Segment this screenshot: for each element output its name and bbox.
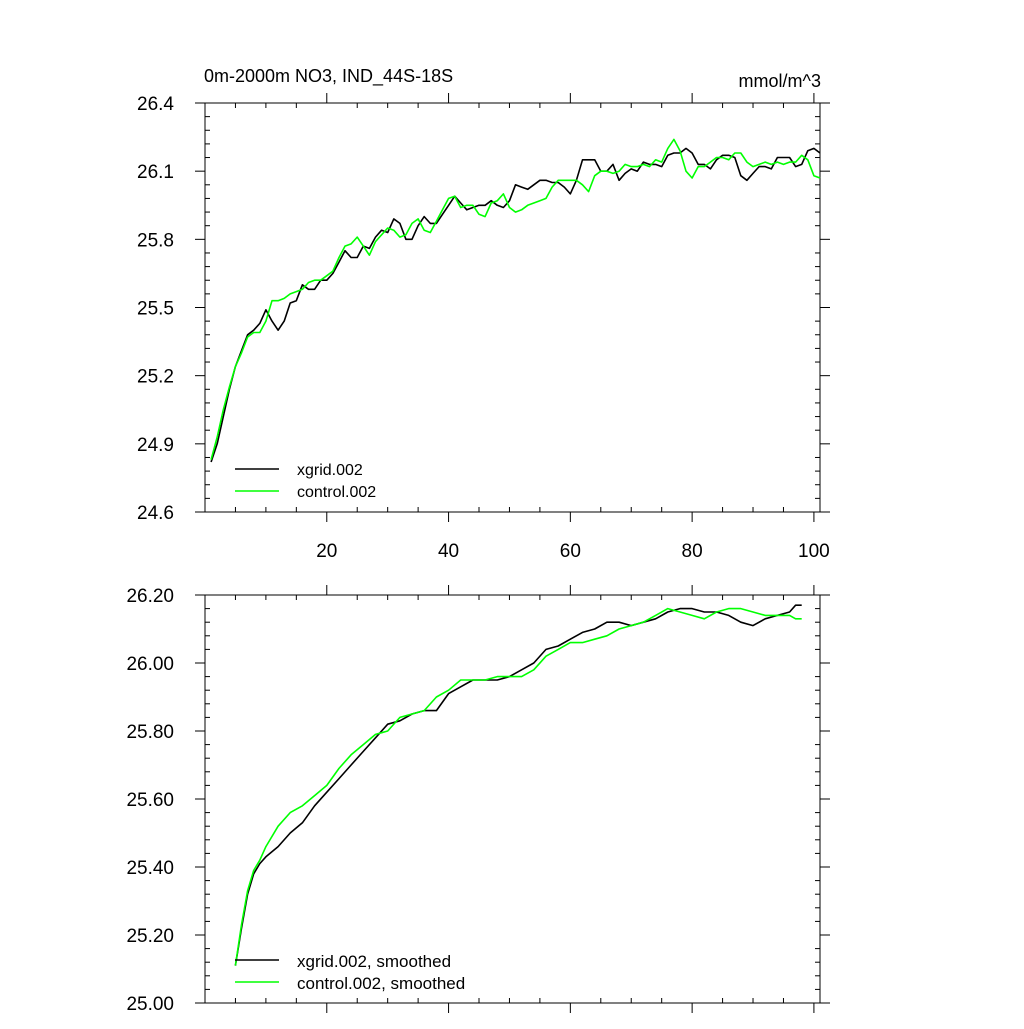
legend-label-xgrid: xgrid.002 (297, 462, 363, 479)
y-tick-labels: 24.6 24.9 25.2 25.5 25.8 26.1 26.4 (137, 94, 174, 524)
y-tick-label: 25.60 (126, 790, 174, 811)
legend: xgrid.002 control.002 (235, 462, 376, 501)
x-tick-label: 40 (438, 541, 459, 562)
x-tick-label: 20 (316, 541, 337, 562)
y-tick-label: 25.8 (137, 230, 174, 251)
x-tick-label: 100 (798, 541, 830, 562)
series-line-control-002 (210, 138, 821, 460)
y-tick-label: 25.5 (137, 299, 174, 320)
y-tick-label: 26.00 (126, 654, 174, 675)
plot-frame (195, 93, 830, 522)
y-tick-label: 25.40 (126, 858, 174, 879)
series-lines (234, 604, 802, 966)
units-label: mmol/m^3 (739, 71, 821, 91)
series-line-control-002-smoothed (234, 607, 802, 966)
legend: xgrid.002, smoothed control.002, smoothe… (235, 952, 465, 993)
legend-label-control: control.002 (297, 484, 376, 501)
y-tick-label: 26.20 (126, 586, 174, 607)
bottom-chart: 25.00 25.20 25.40 25.60 25.80 26.00 26.20 xgri… (126, 585, 830, 1015)
legend-label-control-smoothed: control.002, smoothed (297, 974, 465, 993)
y-tick-label: 25.00 (126, 994, 174, 1015)
series-lines (210, 138, 821, 463)
y-tick-label: 26.1 (137, 162, 174, 183)
x-tick-labels: 20 40 60 80 100 (316, 541, 830, 562)
y-tick-label: 26.4 (137, 94, 174, 115)
chart-title: 0m-2000m NO3, IND_44S-18S (204, 66, 453, 87)
y-tick-label: 25.80 (126, 722, 174, 743)
x-tick-label: 80 (682, 541, 703, 562)
y-tick-label: 24.9 (137, 435, 174, 456)
y-tick-label: 25.20 (126, 926, 174, 947)
y-tick-label: 24.6 (137, 503, 174, 524)
x-tick-label: 60 (560, 541, 581, 562)
top-chart: 0m-2000m NO3, IND_44S-18S mmol/m^3 24.62… (137, 66, 830, 562)
legend-label-xgrid-smoothed: xgrid.002, smoothed (297, 952, 451, 971)
plot-frame (195, 585, 830, 1013)
y-tick-labels: 25.00 25.20 25.40 25.60 25.80 26.00 26.20 (126, 586, 174, 1015)
y-tick-label: 25.2 (137, 367, 174, 388)
